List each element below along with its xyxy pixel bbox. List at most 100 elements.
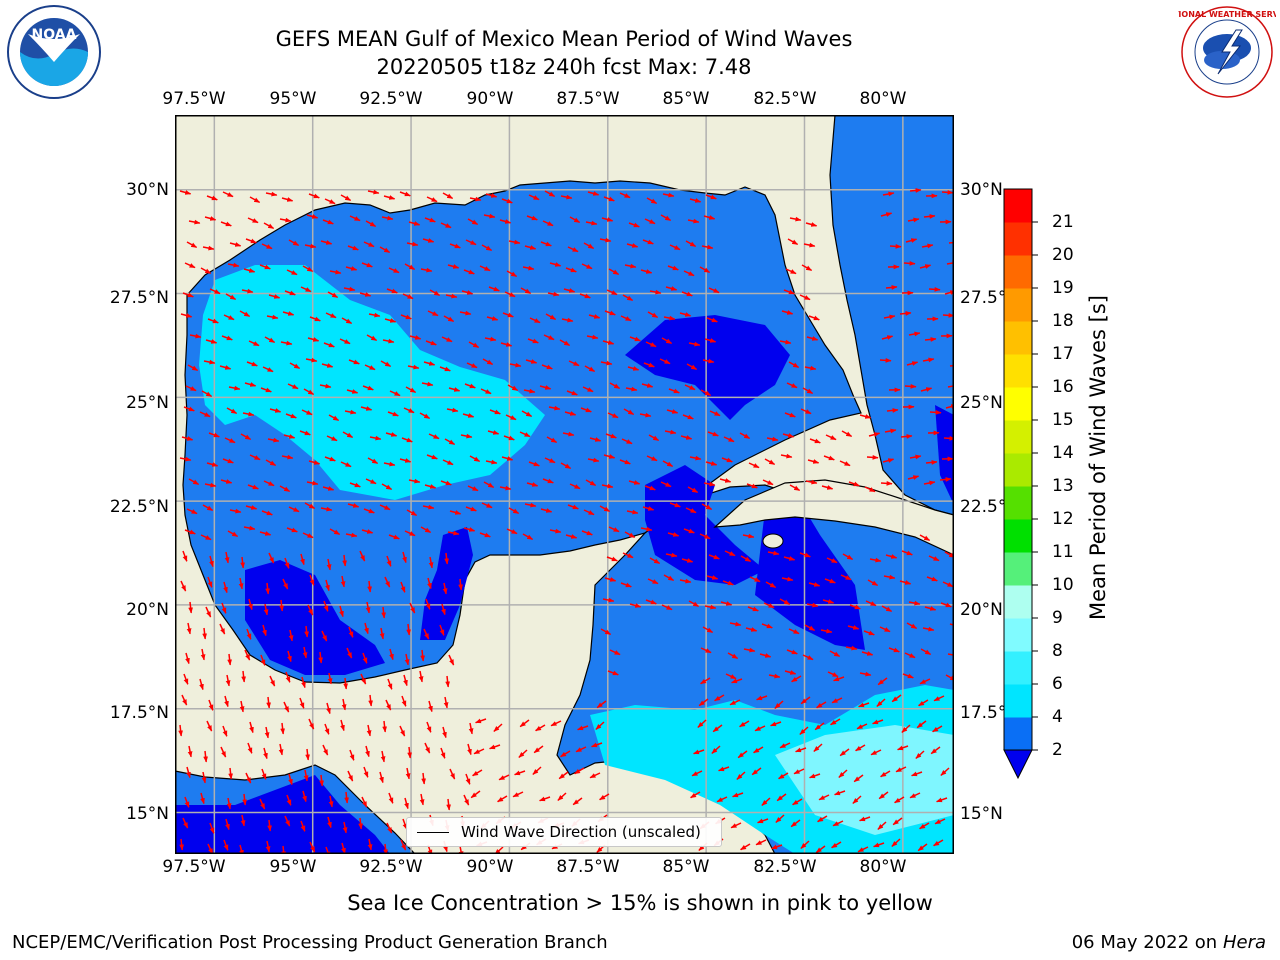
wind-arrow bbox=[709, 410, 721, 417]
wind-arrow bbox=[323, 342, 335, 348]
wind-arrow bbox=[827, 671, 839, 678]
wind-arrow bbox=[719, 478, 732, 483]
wind-arrow bbox=[480, 388, 492, 395]
wind-arrow bbox=[708, 287, 720, 294]
wind-arrow bbox=[607, 412, 619, 419]
colorbar-tick-label: 6 bbox=[1052, 674, 1063, 694]
wind-arrow bbox=[529, 317, 541, 324]
wind-arrow bbox=[562, 431, 575, 437]
wind-arrow bbox=[204, 482, 217, 488]
wind-arrow bbox=[922, 357, 935, 363]
lon-tick-top: 97.5°W bbox=[162, 89, 226, 109]
wind-arrow bbox=[203, 359, 216, 365]
wind-arrow bbox=[924, 606, 937, 611]
wind-arrow bbox=[368, 694, 373, 707]
wind-arrow bbox=[891, 694, 902, 703]
dark-blue-cayman bbox=[755, 510, 865, 650]
lon-tick-bottom: 95°W bbox=[269, 857, 317, 877]
wind-arrow bbox=[405, 767, 411, 780]
wind-arrow bbox=[703, 215, 716, 220]
wind-arrow bbox=[489, 409, 501, 415]
wind-arrow bbox=[856, 723, 868, 730]
wind-arrow bbox=[863, 630, 875, 636]
wind-arrow bbox=[524, 245, 537, 250]
wind-arrow bbox=[601, 483, 614, 489]
wind-arrow bbox=[404, 797, 409, 810]
wind-arrow bbox=[341, 698, 347, 711]
wind-arrow bbox=[246, 361, 258, 367]
wind-arrow bbox=[425, 598, 431, 610]
wind-arrow bbox=[442, 192, 454, 200]
wind-arrow bbox=[286, 527, 298, 533]
wind-arrow bbox=[346, 647, 353, 659]
wind-arrow bbox=[702, 358, 715, 364]
wind-arrow bbox=[949, 364, 954, 367]
wind-arrow bbox=[265, 191, 278, 197]
lat-tick-left: 20°N bbox=[126, 600, 169, 620]
wind-arrow bbox=[404, 653, 410, 666]
wind-arrow bbox=[902, 673, 914, 679]
wind-arrow bbox=[428, 700, 433, 713]
wind-arrow bbox=[379, 504, 391, 511]
wind-arrow bbox=[320, 506, 333, 512]
wind-arrow bbox=[479, 532, 491, 538]
wind-arrow bbox=[559, 339, 571, 347]
wind-arrow bbox=[367, 189, 380, 195]
footer-credit: NCEP/EMC/Verification Post Processing Pr… bbox=[12, 932, 608, 953]
colorbar-tick-label: 20 bbox=[1052, 245, 1074, 265]
wind-arrow bbox=[475, 718, 487, 724]
wind-arrow bbox=[702, 626, 714, 634]
wind-arrow bbox=[266, 314, 279, 320]
wind-arrow bbox=[716, 796, 728, 803]
wind-arrow bbox=[399, 725, 406, 737]
wind-arrow bbox=[823, 455, 835, 461]
wind-arrow bbox=[402, 551, 407, 564]
colorbar-tick-label: 19 bbox=[1052, 278, 1074, 298]
wind-arrow bbox=[663, 315, 676, 321]
wind-arrow bbox=[406, 509, 418, 517]
wind-arrow bbox=[661, 337, 673, 345]
wind-arrow bbox=[595, 721, 605, 730]
wind-arrow bbox=[180, 580, 187, 592]
wind-arrow bbox=[307, 337, 320, 342]
wind-arrow bbox=[535, 724, 546, 732]
wind-arrow bbox=[567, 246, 579, 253]
wind-arrow bbox=[308, 193, 320, 199]
wind-arrow bbox=[344, 409, 357, 415]
wind-arrow bbox=[358, 817, 363, 830]
wind-arrow bbox=[600, 360, 613, 366]
wind-arrow bbox=[367, 838, 373, 851]
wind-arrow bbox=[826, 557, 838, 564]
wind-arrow bbox=[404, 530, 416, 537]
wind-arrow bbox=[834, 790, 846, 796]
map-frame bbox=[175, 115, 954, 854]
wind-arrow bbox=[423, 628, 430, 640]
wind-arrow bbox=[227, 262, 240, 268]
lat-tick-right: 30°N bbox=[960, 180, 1003, 200]
wind-arrow bbox=[800, 840, 810, 849]
wind-arrow bbox=[381, 606, 386, 619]
colorbar-segment bbox=[1004, 453, 1032, 487]
wind-arrow bbox=[382, 720, 387, 733]
wind-arrow bbox=[803, 242, 816, 248]
wind-arrow bbox=[301, 676, 306, 689]
wind-arrow bbox=[348, 359, 360, 365]
wind-arrow bbox=[182, 817, 189, 829]
wind-arrow bbox=[839, 748, 850, 757]
colorbar-segment bbox=[1004, 618, 1032, 652]
wind-arrow bbox=[286, 794, 292, 806]
wind-arrow bbox=[340, 194, 352, 202]
wind-arrow bbox=[907, 475, 920, 480]
wind-arrow bbox=[567, 504, 579, 510]
wind-arrow bbox=[705, 461, 718, 466]
wind-arrow bbox=[754, 725, 766, 732]
wind-arrow bbox=[209, 555, 214, 568]
wind-arrow bbox=[701, 244, 714, 250]
wind-arrow bbox=[225, 818, 230, 831]
wind-arrow bbox=[882, 458, 895, 463]
wind-arrow bbox=[804, 624, 816, 632]
wind-arrow bbox=[550, 720, 562, 727]
wind-arrow bbox=[200, 648, 206, 661]
wind-arrow bbox=[288, 629, 294, 642]
wind-arrow bbox=[367, 457, 379, 465]
